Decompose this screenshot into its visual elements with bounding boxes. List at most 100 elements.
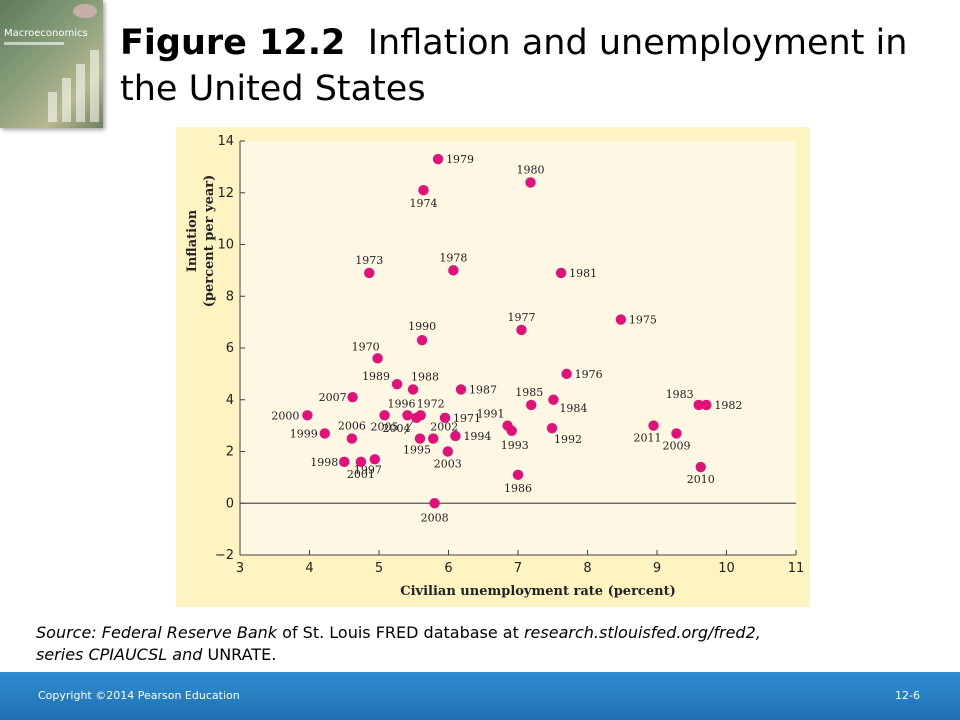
data-point-label: 1981: [569, 267, 597, 280]
data-point-label: 1982: [714, 399, 742, 412]
data-point-label: 2002: [430, 421, 458, 434]
scatter-chart: −2 0 2 4 6 8 10 12 14 3 4 5 6 7 8 9 10 11 Civilian unemplo…: [185, 134, 804, 599]
source-url: research.stlouisfed.org/fred2,: [523, 623, 761, 642]
source-and: and: [172, 645, 203, 664]
cover-decor-bar: [48, 92, 57, 122]
data-point-label: 1976: [575, 368, 603, 381]
data-point: [455, 384, 467, 395]
data-point-label: 1979: [446, 153, 474, 166]
data-point-label: 1978: [439, 251, 467, 264]
x-tick-label: 10: [718, 561, 735, 576]
footer-bar: Copyright ©2014 Pearson Education 12-6: [0, 672, 960, 720]
data-point-label: 1988: [411, 370, 439, 383]
y-tick-label: 14: [217, 134, 234, 149]
y-tick-label: 4: [226, 393, 234, 408]
data-point-label: 1989: [362, 370, 390, 383]
data-point: [615, 314, 627, 325]
y-tick-label: 6: [226, 341, 234, 356]
data-point: [379, 410, 390, 421]
footer-copyright: Copyright ©2014 Pearson Education: [38, 689, 240, 702]
data-point: [416, 335, 428, 346]
data-point: [429, 498, 440, 509]
data-point: [414, 433, 426, 444]
data-point-label: 1975: [629, 314, 657, 327]
data-point: [671, 428, 682, 439]
data-point-label: 1971: [453, 412, 481, 425]
y-tick-label: 10: [217, 238, 234, 253]
x-tick-label: 4: [305, 561, 313, 576]
y-axis-label: Inflation (percent per year): [185, 175, 217, 308]
data-point: [407, 384, 419, 395]
cover-decor-bar: [76, 64, 85, 122]
figure-number: Figure 12.2: [120, 23, 346, 63]
data-point: [391, 379, 403, 390]
source-text: of St. Louis FRED database at: [282, 623, 519, 642]
plot-area: [240, 141, 796, 555]
data-point-label: 1999: [290, 427, 318, 440]
data-point: [402, 410, 413, 421]
source-label: Source:: [36, 623, 97, 642]
x-tick-label: 8: [583, 561, 591, 576]
data-point: [411, 412, 422, 424]
data-point: [695, 461, 706, 473]
data-point: [561, 368, 572, 380]
x-tick-label: 3: [236, 561, 244, 576]
cover-decor-bar: [90, 50, 99, 122]
data-point: [319, 428, 330, 439]
cover-authors-line: [4, 42, 64, 45]
data-point-label: 1995: [403, 444, 431, 457]
figure-title: Inflation and unemployment in the United…: [120, 23, 908, 109]
data-point: [526, 399, 537, 411]
y-tick-label: 12: [217, 186, 234, 201]
y-tick-label: 2: [226, 445, 234, 460]
data-point-label: 1973: [355, 254, 383, 267]
data-point: [339, 456, 350, 468]
data-point: [448, 265, 459, 276]
x-tick-label: 6: [444, 561, 452, 576]
data-point-label: 1983: [666, 388, 694, 401]
data-point-label: 1994: [463, 430, 491, 443]
data-point-label: 1970: [352, 340, 380, 353]
y-tick-label: 8: [226, 289, 234, 304]
data-point: [512, 469, 524, 480]
data-point: [346, 433, 358, 444]
data-point: [364, 267, 375, 279]
data-point-label: 1974: [409, 197, 437, 210]
data-point: [648, 420, 659, 431]
slide-title: Figure 12.2 Inflation and unemployment i…: [120, 20, 940, 112]
cover-title: Macroeconomics: [4, 28, 88, 39]
source-series2: UNRATE.: [207, 645, 277, 664]
data-point-label: 2001: [347, 468, 375, 481]
data-point: [372, 353, 383, 364]
x-axis-label: Civilian unemployment rate (percent): [400, 584, 675, 599]
data-point: [418, 184, 429, 196]
data-point: [432, 153, 444, 165]
y-tick-label: −2: [215, 548, 234, 563]
cover-decor-bar: [62, 78, 71, 122]
data-point-label: 2004: [383, 422, 411, 435]
data-point: [506, 425, 517, 436]
data-point-label: 2010: [687, 473, 715, 486]
data-point-label: 2000: [271, 409, 299, 422]
slide-number: 12-6: [895, 689, 920, 702]
leader-line: [404, 419, 414, 435]
data-point-label: 1996: [387, 397, 415, 410]
data-point-label: 1984: [559, 402, 587, 415]
data-point-label: 2008: [421, 511, 449, 524]
x-tick-label: 9: [653, 561, 661, 576]
data-point: [428, 433, 439, 444]
data-point: [546, 423, 558, 434]
data-point-label: 1980: [517, 163, 545, 176]
x-tick-label: 7: [514, 561, 522, 576]
data-point: [516, 324, 527, 336]
data-point: [442, 446, 454, 457]
data-point: [355, 456, 367, 468]
textbook-cover: Macroeconomics: [0, 0, 103, 128]
data-point-label: 1977: [507, 311, 535, 324]
data-point-label: 1991: [477, 408, 505, 421]
data-point-label: 1992: [554, 433, 582, 446]
data-point-label: 1972: [417, 397, 445, 410]
data-point-label: 1990: [408, 320, 436, 333]
data-point-label: 2006: [338, 420, 366, 433]
source-note: Source: Federal Reserve Bank of St. Loui…: [36, 622, 936, 666]
